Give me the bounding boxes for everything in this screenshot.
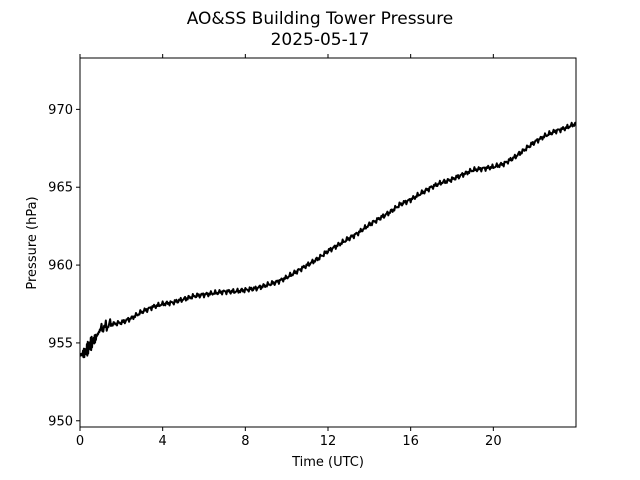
y-tick-label: 955 — [48, 336, 73, 351]
x-tick-label: 20 — [485, 434, 502, 449]
plot-area: 0 4 8 12 16 20 950 955 960 965 970 — [48, 54, 577, 449]
y-axis-label: Pressure (hPa) — [25, 196, 40, 289]
y-tick-label: 965 — [48, 181, 73, 196]
y-tick-label: 960 — [48, 259, 73, 274]
pressure-series-line — [79, 121, 577, 359]
chart-title: AO&SS Building Tower Pressure — [187, 9, 454, 29]
x-tick-label: 12 — [320, 434, 337, 449]
x-tick-label: 8 — [241, 434, 249, 449]
chart-subtitle: 2025-05-17 — [271, 30, 370, 50]
x-tick-label: 16 — [402, 434, 419, 449]
x-tick-label: 4 — [159, 434, 167, 449]
y-tick-label: 950 — [48, 414, 73, 429]
x-axis-label: Time (UTC) — [291, 455, 364, 470]
plot-frame — [79, 57, 577, 428]
x-tick-label: 0 — [76, 434, 84, 449]
y-tick-label: 970 — [48, 103, 73, 118]
